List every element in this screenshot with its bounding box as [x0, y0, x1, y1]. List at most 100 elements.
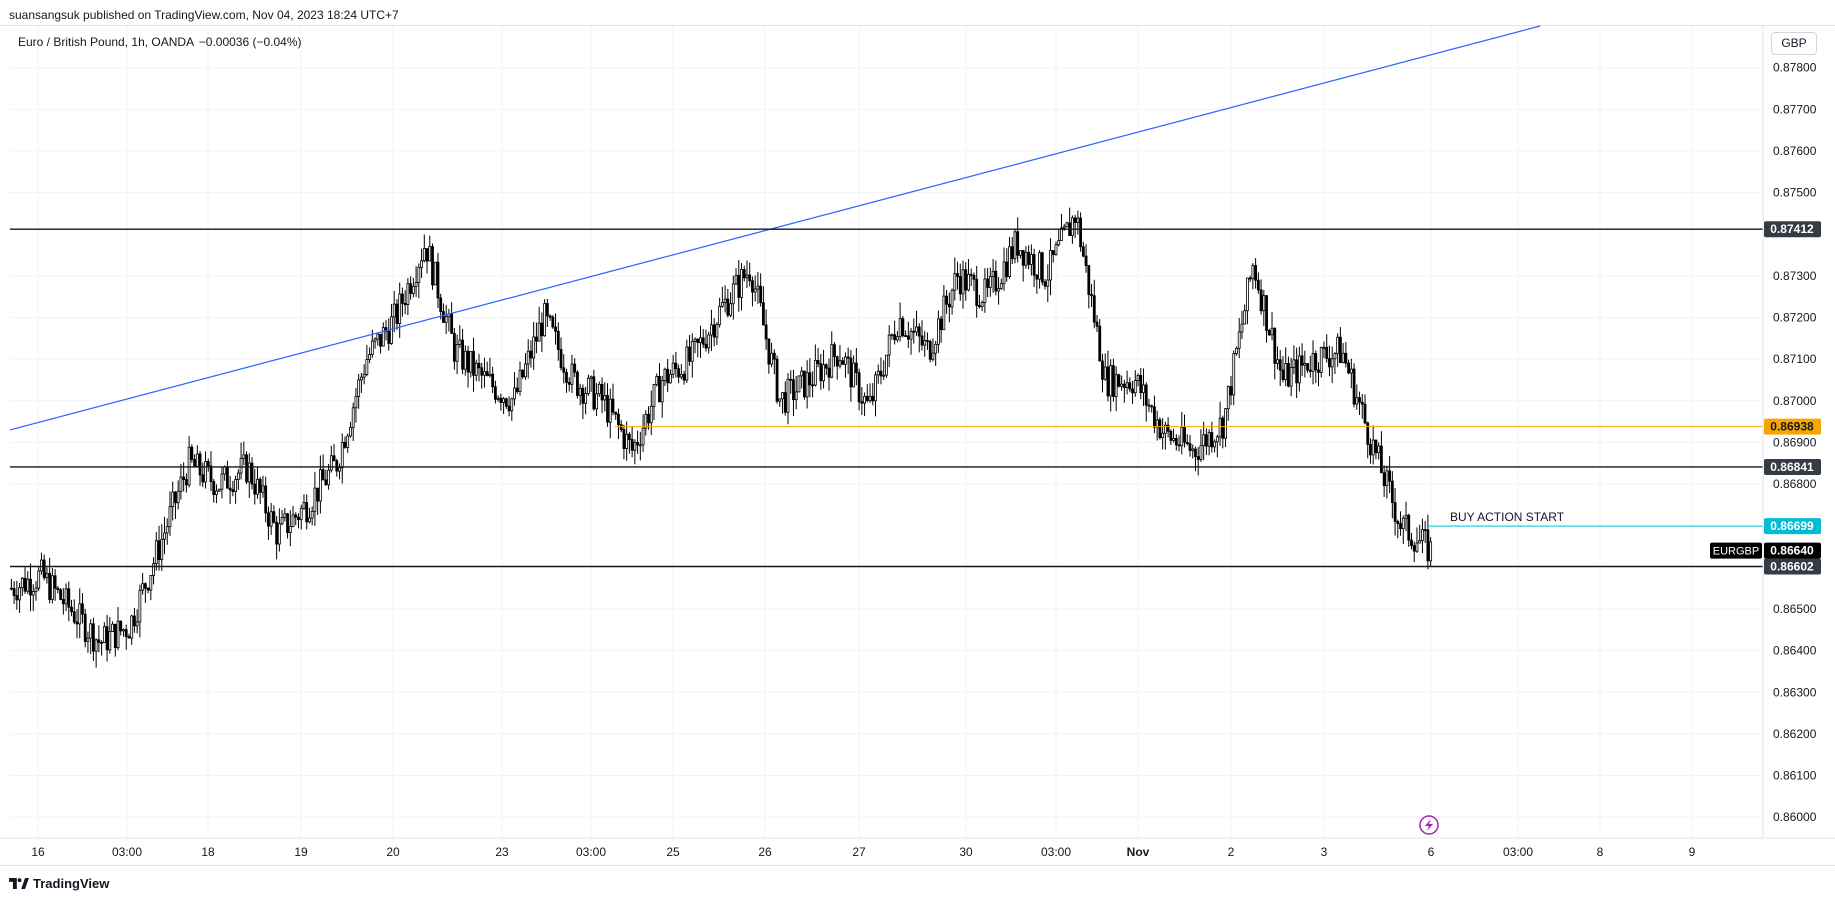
candle-body	[1046, 279, 1050, 287]
candle-body	[40, 559, 43, 572]
candle-body	[1073, 217, 1077, 223]
candle-body	[797, 375, 801, 393]
candle-body	[228, 487, 232, 491]
candle-body	[1292, 359, 1296, 368]
symbol-legend[interactable]: Euro / British Pound, 1h, OANDA −0.00036…	[18, 35, 302, 49]
candle-body	[1155, 419, 1159, 428]
candle-body	[34, 587, 38, 592]
candle-body	[1366, 422, 1370, 445]
candle-body	[493, 386, 497, 400]
candle-body	[701, 337, 705, 345]
candle-body	[1369, 443, 1372, 456]
candle-body	[693, 338, 697, 342]
time-tick-label: 2	[1228, 845, 1235, 859]
time-axis[interactable]: 16 03:00 18 19 20 23 03:00 25 26 27 30 03:00 Nov 2 3 6 0…	[0, 837, 1835, 859]
price-tick-label: 0.86500	[1773, 602, 1817, 616]
candle-body	[1163, 424, 1167, 434]
candle-body	[761, 302, 765, 326]
candle-body	[1267, 330, 1271, 336]
candle-body	[406, 283, 410, 306]
tradingview-logo[interactable]: TradingView	[9, 876, 109, 891]
candle-body	[767, 338, 771, 365]
candle-body	[81, 603, 84, 615]
candle-body	[1325, 346, 1329, 359]
candle-body	[1229, 386, 1233, 396]
candle-body	[1396, 520, 1400, 524]
candle-body	[682, 373, 686, 381]
candle-body	[59, 589, 62, 600]
candle-body	[1358, 397, 1361, 403]
candle-body	[660, 380, 664, 403]
candle-body	[174, 491, 177, 504]
candle-body	[1204, 434, 1208, 447]
candle-body	[1038, 252, 1041, 280]
candle-body	[1319, 346, 1323, 373]
candle-body	[469, 351, 473, 373]
candle-body	[324, 479, 328, 486]
candle-body	[1098, 325, 1102, 362]
candle-body	[1040, 252, 1044, 283]
candle-body	[119, 620, 123, 632]
candle-body	[395, 303, 399, 324]
time-tick-label: 03:00	[112, 845, 142, 859]
candle-body	[863, 395, 866, 404]
price-change: −0.00036 (−0.04%)	[198, 35, 302, 49]
candle-body	[904, 335, 907, 337]
candle-body	[1303, 363, 1307, 366]
candle-body	[163, 532, 166, 540]
candle-body	[756, 285, 760, 290]
candle-body	[860, 401, 864, 404]
lightning-icon[interactable]	[1419, 815, 1439, 835]
candle-body	[1139, 375, 1143, 394]
price-label-bg	[1764, 221, 1821, 238]
tradingview-logo-icon	[9, 878, 29, 889]
candle-body	[373, 338, 377, 342]
time-tick-label: Nov	[1127, 845, 1150, 859]
candle-body	[1180, 427, 1184, 447]
chart-footer: TradingView	[0, 865, 1835, 901]
candlestick-chart[interactable]: 0.87800 0.87700 0.87600 0.87500 0.87300 0.872…	[0, 0, 1835, 865]
candle-body	[12, 588, 16, 596]
candle-body	[1029, 254, 1033, 265]
candle-body	[937, 318, 940, 345]
time-tick-label: 8	[1597, 845, 1604, 859]
candle-body	[182, 476, 186, 480]
candle-body	[1300, 355, 1304, 366]
candle-body	[86, 637, 90, 642]
price-level-label: 0.86640	[1770, 544, 1814, 558]
candle-body	[1243, 310, 1247, 325]
candle-body	[236, 472, 240, 480]
candle-body	[1401, 517, 1405, 529]
candle-body	[854, 362, 858, 374]
candle-body	[288, 526, 292, 534]
candle-body	[510, 398, 514, 412]
candle-body	[1276, 359, 1279, 364]
candle-body	[1207, 432, 1211, 447]
candle-body	[149, 575, 153, 591]
candle-body	[362, 374, 366, 378]
candle-body	[811, 384, 815, 387]
price-axis[interactable]: 0.87800 0.87700 0.87600 0.87500 0.87300 0.872…	[1710, 26, 1821, 838]
candle-body	[1092, 295, 1096, 323]
candle-body	[299, 507, 303, 521]
candle-body	[1248, 277, 1252, 280]
candle-body	[474, 362, 478, 376]
candle-body	[193, 459, 196, 467]
candle-body	[1199, 445, 1203, 460]
candle-body	[912, 330, 916, 333]
candle-body	[537, 322, 541, 342]
candle-body	[108, 631, 112, 651]
candle-body	[455, 343, 459, 362]
currency-button[interactable]: GBP	[1771, 32, 1817, 55]
candle-body	[504, 398, 508, 407]
candle-body	[351, 407, 355, 428]
candle-body	[195, 453, 199, 467]
candle-body	[1235, 347, 1238, 354]
candle-body	[50, 575, 54, 600]
time-tick-label: 18	[201, 845, 215, 859]
candle-body	[1226, 386, 1230, 410]
candle-body	[926, 340, 929, 342]
candle-body	[1215, 436, 1219, 443]
candle-body	[1308, 369, 1312, 372]
candle-body	[217, 488, 221, 492]
